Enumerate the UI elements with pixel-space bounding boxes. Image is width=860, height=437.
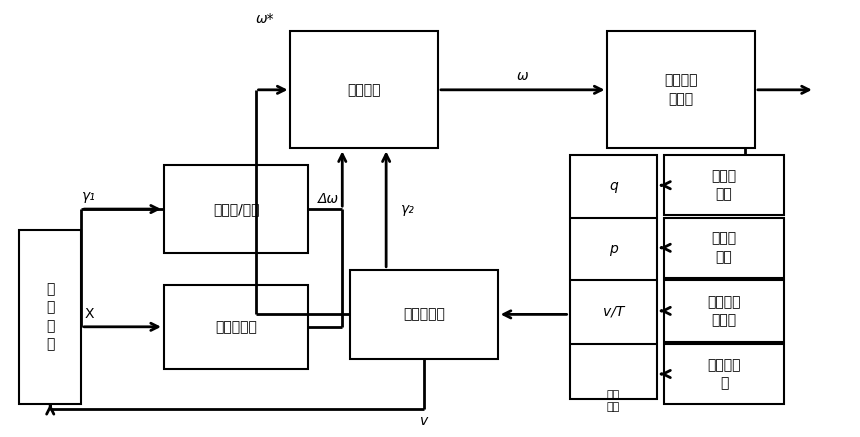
Text: 转速控制器: 转速控制器 — [403, 307, 445, 321]
Bar — [164, 165, 309, 253]
Text: 液压泵/马达: 液压泵/马达 — [213, 202, 260, 216]
Text: v: v — [420, 414, 428, 428]
Text: 比例节流阀: 比例节流阀 — [215, 320, 257, 334]
Bar — [569, 156, 657, 399]
Text: ω*: ω* — [256, 12, 275, 26]
Text: 压力传
感器: 压力传 感器 — [711, 232, 737, 264]
Text: 多功能仪
表: 多功能仪 表 — [707, 358, 740, 390]
Bar — [607, 31, 755, 149]
Bar — [164, 284, 309, 369]
Bar — [664, 280, 783, 342]
Bar — [350, 270, 498, 359]
Text: q: q — [609, 179, 617, 193]
Text: 电网
频率: 电网 频率 — [607, 390, 620, 412]
Text: 转速转矩
传感器: 转速转矩 传感器 — [707, 295, 740, 327]
Bar — [664, 218, 783, 277]
Text: 风
速
信
号: 风 速 信 号 — [46, 282, 54, 351]
Text: 流量传
感器: 流量传 感器 — [711, 169, 737, 201]
Bar — [664, 344, 783, 404]
Text: 励磁同步
发电机: 励磁同步 发电机 — [665, 73, 698, 106]
Text: v/T: v/T — [603, 305, 624, 319]
Text: p: p — [609, 242, 617, 256]
Text: 变量马达: 变量马达 — [347, 83, 381, 97]
Text: ω: ω — [517, 69, 529, 83]
Bar — [291, 31, 438, 149]
Text: Δω: Δω — [317, 192, 339, 206]
Bar — [19, 230, 81, 404]
Bar — [664, 156, 783, 215]
Text: γ₁: γ₁ — [83, 189, 96, 203]
Text: γ₂: γ₂ — [401, 202, 415, 216]
Text: X: X — [84, 307, 94, 321]
